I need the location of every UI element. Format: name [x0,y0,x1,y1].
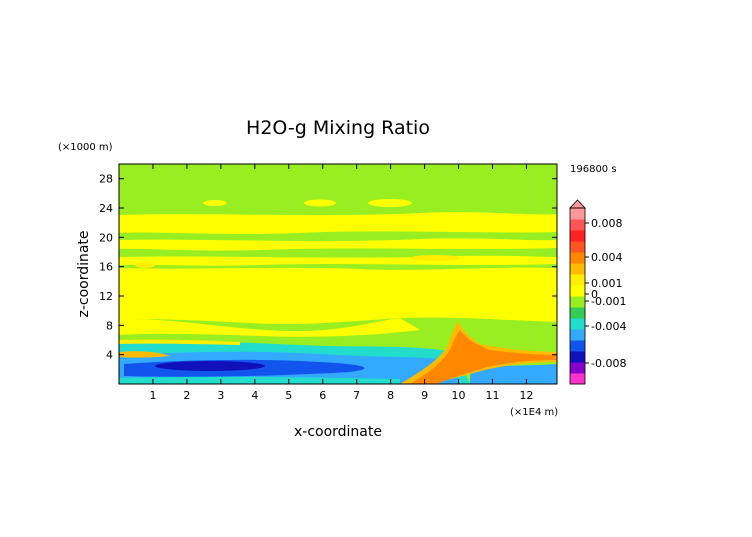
colorbar-swatch [570,219,585,231]
chart-title: H2O-g Mixing Ratio [246,117,430,139]
x-ticks: 1 2 3 4 5 6 7 8 9 10 11 12 [149,164,533,402]
y-tick-label: 20 [99,231,113,244]
colorbar-swatch [570,373,585,385]
x-tick-label: 4 [251,389,258,402]
colorbar-label: -0.008 [591,357,626,370]
colorbar-label: 0.004 [591,251,623,264]
moist-patch [135,262,155,268]
colorbar-label: -0.004 [591,320,626,333]
colorbar-label: -0.001 [591,295,626,308]
colorbar-label: 0 [591,288,598,301]
y-tick-label: 28 [99,173,113,186]
moist-patch [203,200,227,206]
colorbar-swatch [570,285,585,297]
x-tick-label: 2 [183,389,190,402]
mid-moist-band-lower [119,318,420,337]
moist-patch [304,199,336,207]
x-tick-label: 5 [285,389,292,402]
x-axis-label: x-coordinate [294,424,382,440]
x-tick-label: 3 [217,389,224,402]
mid-moist-band [119,267,557,325]
plot-frame [118,163,558,385]
colorbar-swatch [570,329,585,341]
y-tick-label: 16 [99,261,113,274]
x-tick-label: 6 [319,389,326,402]
upper-moist-band [119,212,557,234]
x-tick-label: 1 [149,389,156,402]
x-tick-label: 12 [519,389,533,402]
moist-band-2 [119,238,557,251]
x-tick-label: 9 [421,389,428,402]
x-tick-label: 7 [353,389,360,402]
colorbar-swatch [570,351,585,363]
dry-core [155,361,265,371]
colorbar-swatch [570,263,585,275]
y-tick-label: 12 [99,290,113,303]
y-tick-label: 4 [106,349,113,362]
y-unit-label: (×1000 m) [58,142,113,153]
x-tick-label: 10 [452,389,466,402]
moist-plume-core [410,330,557,384]
colorbar-swatch [570,307,585,319]
colorbar-swatch [570,241,585,253]
colorbar-label: 0.008 [591,217,623,230]
time-label: 196800 s [570,164,617,175]
colorbar-frame [569,207,586,385]
contour-field [119,164,557,384]
colorbar-swatch [570,340,585,352]
y-ticks: 4 8 12 16 20 24 28 [99,173,557,362]
colorbar-swatch [570,274,585,286]
shallow-strip [119,339,240,345]
y-tick-label: 8 [106,319,113,332]
x-tick-label: 11 [485,389,499,402]
moist-plume-tip [120,351,170,358]
colorbar-label: 0.001 [591,277,623,290]
y-axis-label: z-coordinate [76,230,92,317]
colorbar-swatch [570,318,585,330]
colorbar-swatch [570,208,585,220]
moist-patch [368,199,412,207]
colorbar-arrow [569,199,586,209]
moist-patch [410,255,460,261]
x-unit-label: (×1E4 m) [510,407,558,418]
surface-dry-strip [119,376,400,384]
colorbar-swatch [570,362,585,374]
colorbar-swatch [570,296,585,308]
y-tick-label: 24 [99,202,113,215]
right-dry-strip [470,364,557,384]
x-tick-label: 8 [387,389,394,402]
colorbar-swatch [570,230,585,242]
colorbar-swatch [570,252,585,264]
